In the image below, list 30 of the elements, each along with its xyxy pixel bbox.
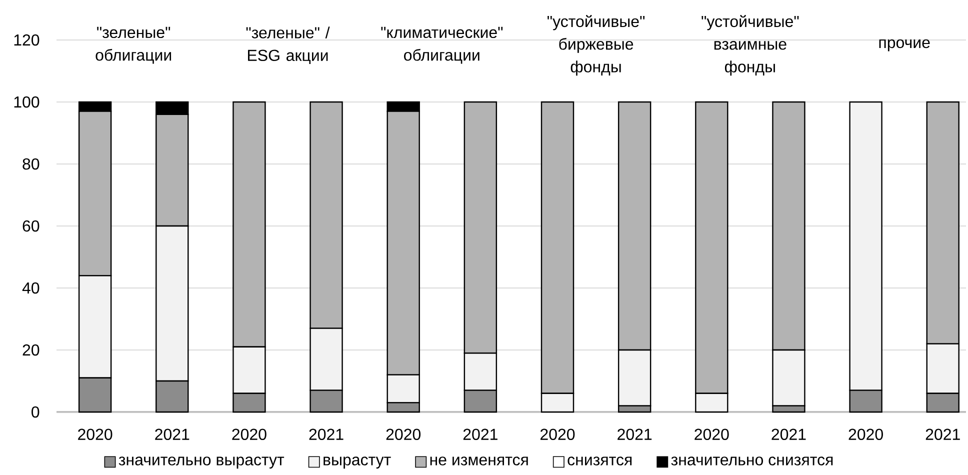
x-tick-label: 2020 — [78, 428, 112, 440]
x-tick-label: 2020 — [386, 428, 421, 440]
x-tick-label: 2021 — [926, 428, 960, 440]
legend-label: значительно снизятся — [671, 456, 833, 466]
legend-label: значительно вырастут — [118, 456, 284, 469]
x-tick-label: 2020 — [848, 428, 883, 440]
x-tick-label: 2021 — [618, 428, 652, 440]
annotation: "зеленые" облигации — [96, 26, 172, 64]
x-tick-label: 2021 — [155, 428, 190, 440]
x-tick-label: 2021 — [463, 428, 498, 440]
x-tick-label: 2020 — [540, 428, 575, 440]
legend-label: снизятся — [568, 456, 632, 466]
annotation: "устойчивые" биржевые фонды — [548, 15, 645, 76]
legend-label: не изменятся — [430, 456, 528, 466]
y-tick-label: 40 — [22, 282, 40, 294]
x-tick-label: 2021 — [772, 428, 806, 440]
annotation: "зеленые" / ESG акции — [246, 26, 330, 64]
y-tick-label: 120 — [14, 34, 40, 46]
y-tick-label: 60 — [22, 220, 40, 232]
x-tick-label: 2020 — [232, 428, 266, 440]
legend-label: вырастут — [324, 456, 391, 469]
y-tick-label: 20 — [22, 344, 40, 356]
y-tick-label: 0 — [32, 406, 40, 418]
y-tick-label: 100 — [14, 96, 40, 108]
annotation: прочие — [879, 39, 930, 52]
annotation: "устойчивые" взаимные фонды — [702, 15, 799, 76]
x-tick-label: 2021 — [309, 428, 344, 440]
annotation: "климатические" облигации — [381, 26, 503, 64]
y-tick-label: 80 — [22, 158, 40, 170]
x-tick-label: 2020 — [694, 428, 729, 440]
